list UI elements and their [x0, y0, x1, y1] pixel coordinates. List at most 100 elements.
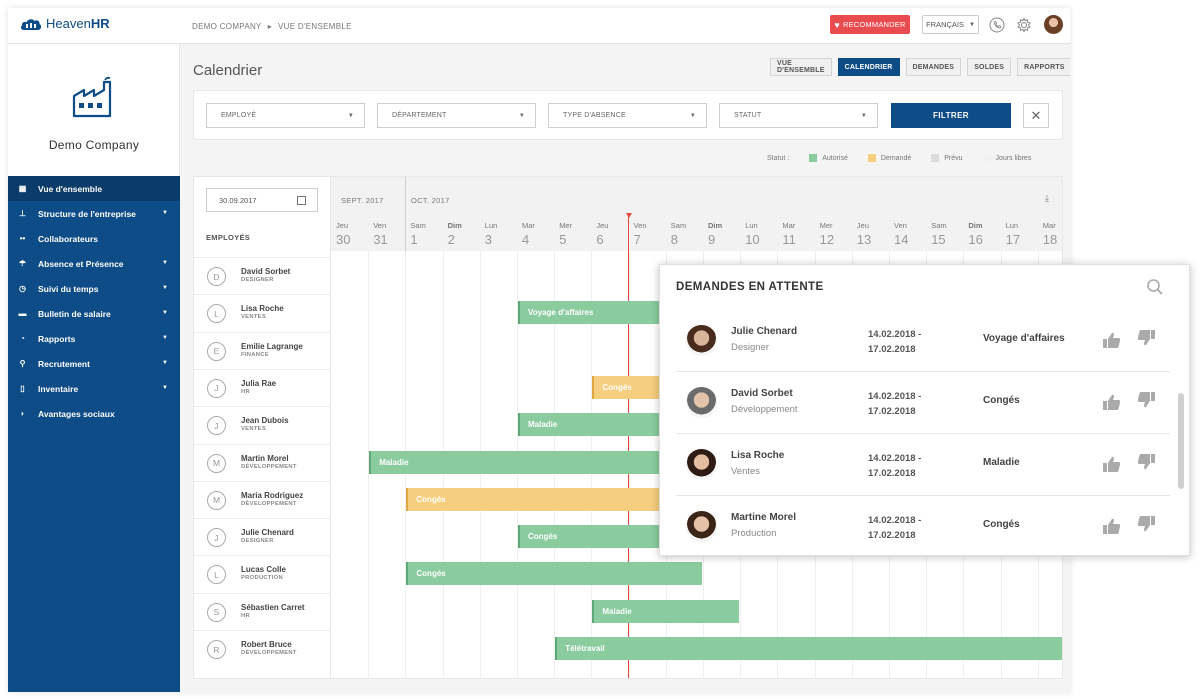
download-icon[interactable]: ⤓ [1045, 193, 1049, 203]
request-row[interactable]: Martine Morel Production 14.02.2018 - 17.02… [676, 496, 1170, 558]
day-header[interactable]: Ven 31 [368, 221, 405, 247]
employee-row[interactable]: M Maria Rodriguez DÉVELOPPEMENT [194, 480, 331, 518]
tab-3[interactable]: SOLDES [967, 58, 1012, 76]
sidebar-item-7[interactable]: ⚲ Recrutement ▼ [8, 351, 180, 376]
day-header[interactable]: Dim 16 [963, 221, 1000, 247]
thumbs-up-icon[interactable] [1102, 517, 1121, 535]
day-header[interactable]: Jeu 13 [852, 221, 889, 247]
legend-item: Prévu [931, 154, 963, 162]
sidebar-item-2[interactable]: •• Collaborateurs [8, 226, 180, 251]
employee-row[interactable]: J Julie Chenard DESIGNER [194, 518, 331, 555]
beach-umbrella-icon: ☂ [18, 259, 27, 268]
absence-bar[interactable]: Maladie [518, 413, 702, 437]
sidebar: ▦ Vue d'ensemble ⊥ Structure de l'entrepris… [8, 176, 180, 692]
shield-icon: ◗ [20, 409, 25, 418]
absence-bar[interactable]: Congés [406, 487, 702, 511]
day-header[interactable]: Jeu 6 [591, 221, 628, 247]
breadcrumb-company[interactable]: DEMO COMPANY [192, 22, 262, 31]
gear-icon[interactable] [1016, 17, 1032, 33]
thumbs-down-icon[interactable] [1137, 391, 1156, 409]
sidebar-item-0[interactable]: ▦ Vue d'ensemble [8, 176, 180, 201]
day-name: Sam [931, 221, 947, 230]
request-row[interactable]: Julie Chenard Designer 14.02.2018 - 17.02.2… [676, 310, 1170, 372]
phone-support-icon[interactable] [989, 17, 1005, 33]
employee-filter[interactable]: EMPLOYÉ ▼ [206, 103, 365, 128]
request-row[interactable]: Lisa Roche Ventes 14.02.2018 - 17.02.2018 Ma… [676, 434, 1170, 496]
employee-row[interactable]: J Jean Dubois VENTES [194, 406, 331, 443]
sidebar-item-4[interactable]: ◷ Suivi du temps ▼ [8, 276, 180, 301]
request-dates: 14.02.2018 - 17.02.2018 [868, 513, 938, 543]
day-header[interactable]: Lun 3 [480, 221, 517, 247]
date-picker[interactable]: 30.09.2017 [206, 188, 318, 212]
day-header[interactable]: Sam 1 [405, 221, 442, 247]
recommend-button[interactable]: ♥ RECOMMANDER [830, 15, 910, 34]
employee-initial: J [207, 528, 226, 548]
request-row[interactable]: David Sorbet Développement 14.02.2018 - 17.… [676, 372, 1170, 434]
status-filter[interactable]: STATUT ▼ [719, 103, 878, 128]
thumbs-down-icon[interactable] [1137, 453, 1156, 471]
scrollbar[interactable] [1178, 393, 1184, 489]
employee-row[interactable]: D David Sorbet DESIGNER [194, 257, 331, 294]
tab-0[interactable]: VUE D'ENSEMBLE [770, 58, 832, 76]
thumbs-up-icon[interactable] [1102, 393, 1121, 411]
language-select[interactable]: FRANÇAIS ▼ [922, 15, 979, 34]
sidebar-item-6[interactable]: ◔ Rapports ▼ [8, 326, 180, 351]
day-header[interactable]: Lun 10 [740, 221, 777, 247]
absence-type-filter[interactable]: TYPE D'ABSENCE ▼ [548, 103, 707, 128]
chevron-down-icon: ▼ [162, 310, 168, 316]
absence-bar[interactable]: Congés [406, 562, 702, 586]
day-header[interactable]: Ven 7 [629, 221, 666, 247]
employee-row[interactable]: M Martin Morel DÉVELOPPEMENT [194, 443, 331, 481]
employee-initial: M [207, 453, 226, 473]
day-header[interactable]: Ven 14 [889, 221, 926, 247]
absence-bar[interactable]: Télétravail [555, 637, 1062, 660]
day-header[interactable]: Mer 5 [554, 221, 591, 247]
request-type: Maladie [983, 457, 1020, 468]
employee-row[interactable]: R Robert Bruce DÉVELOPPEMENT [194, 630, 331, 667]
filter-button[interactable]: FILTRER [891, 103, 1011, 128]
sidebar-item-label: Absence et Présence [38, 258, 124, 269]
day-header[interactable]: Sam 15 [926, 221, 963, 247]
employee-row[interactable]: S Sébastien Carret HR [194, 592, 331, 630]
thumbs-up-icon[interactable] [1102, 331, 1121, 349]
chevron-down-icon: ▼ [162, 210, 168, 216]
employee-row[interactable]: E Emilie Lagrange FINANCE [194, 331, 331, 369]
breadcrumb-separator: ▸ [267, 22, 273, 31]
thumbs-down-icon[interactable] [1137, 515, 1156, 533]
tab-1[interactable]: CALENDRIER [837, 58, 900, 76]
sidebar-item-9[interactable]: ◗ Avantages sociaux [8, 401, 180, 426]
sidebar-item-1[interactable]: ⊥ Structure de l'entreprise ▼ [8, 201, 180, 226]
thumbs-down-icon[interactable] [1137, 329, 1156, 347]
day-header[interactable]: Mar 11 [777, 221, 814, 247]
thumbs-up-icon[interactable] [1102, 455, 1121, 473]
sidebar-item-5[interactable]: ▬ Bulletin de salaire ▼ [8, 301, 180, 326]
day-header[interactable]: Mer 12 [815, 221, 852, 247]
sidebar-item-8[interactable]: ▯ Inventaire ▼ [8, 376, 180, 401]
day-header[interactable]: Mar 4 [517, 221, 554, 247]
day-number: 11 [782, 232, 796, 247]
employee-row[interactable]: L Lisa Roche VENTES [194, 294, 331, 331]
absence-bar[interactable]: Maladie [369, 450, 702, 474]
logo[interactable]: HeavenHR [20, 16, 110, 31]
user-avatar[interactable] [1044, 15, 1063, 34]
search-icon[interactable] [1146, 278, 1164, 296]
day-name: Jeu [856, 221, 869, 230]
department-filter[interactable]: DÉPARTEMENT ▼ [377, 103, 536, 128]
employee-row[interactable]: J Julia Rae HR [194, 368, 331, 406]
absence-bar[interactable]: Voyage d'affaires [518, 301, 702, 325]
day-header[interactable]: Dim 9 [703, 221, 740, 247]
tab-2[interactable]: DEMANDES [905, 58, 962, 76]
day-header[interactable]: Dim 2 [443, 221, 480, 247]
request-dates: 14.02.2018 - 17.02.2018 [868, 389, 938, 419]
day-header[interactable]: Jeu 30 [331, 221, 368, 247]
day-header[interactable]: Sam 8 [666, 221, 703, 247]
absence-bar[interactable]: Maladie [592, 599, 740, 623]
day-header[interactable]: Lun 17 [1001, 221, 1038, 247]
clear-filters-button[interactable]: ✕ [1023, 103, 1049, 128]
day-header[interactable]: Mar 18 [1038, 221, 1062, 247]
employee-row[interactable]: L Lucas Colle PRODUCTION [194, 555, 331, 592]
tab-4[interactable]: RAPPORTS [1017, 58, 1070, 76]
stopwatch-icon: ◷ [19, 284, 26, 293]
absence-bar[interactable]: Congés [518, 525, 702, 549]
sidebar-item-3[interactable]: ☂ Absence et Présence ▼ [8, 251, 180, 276]
